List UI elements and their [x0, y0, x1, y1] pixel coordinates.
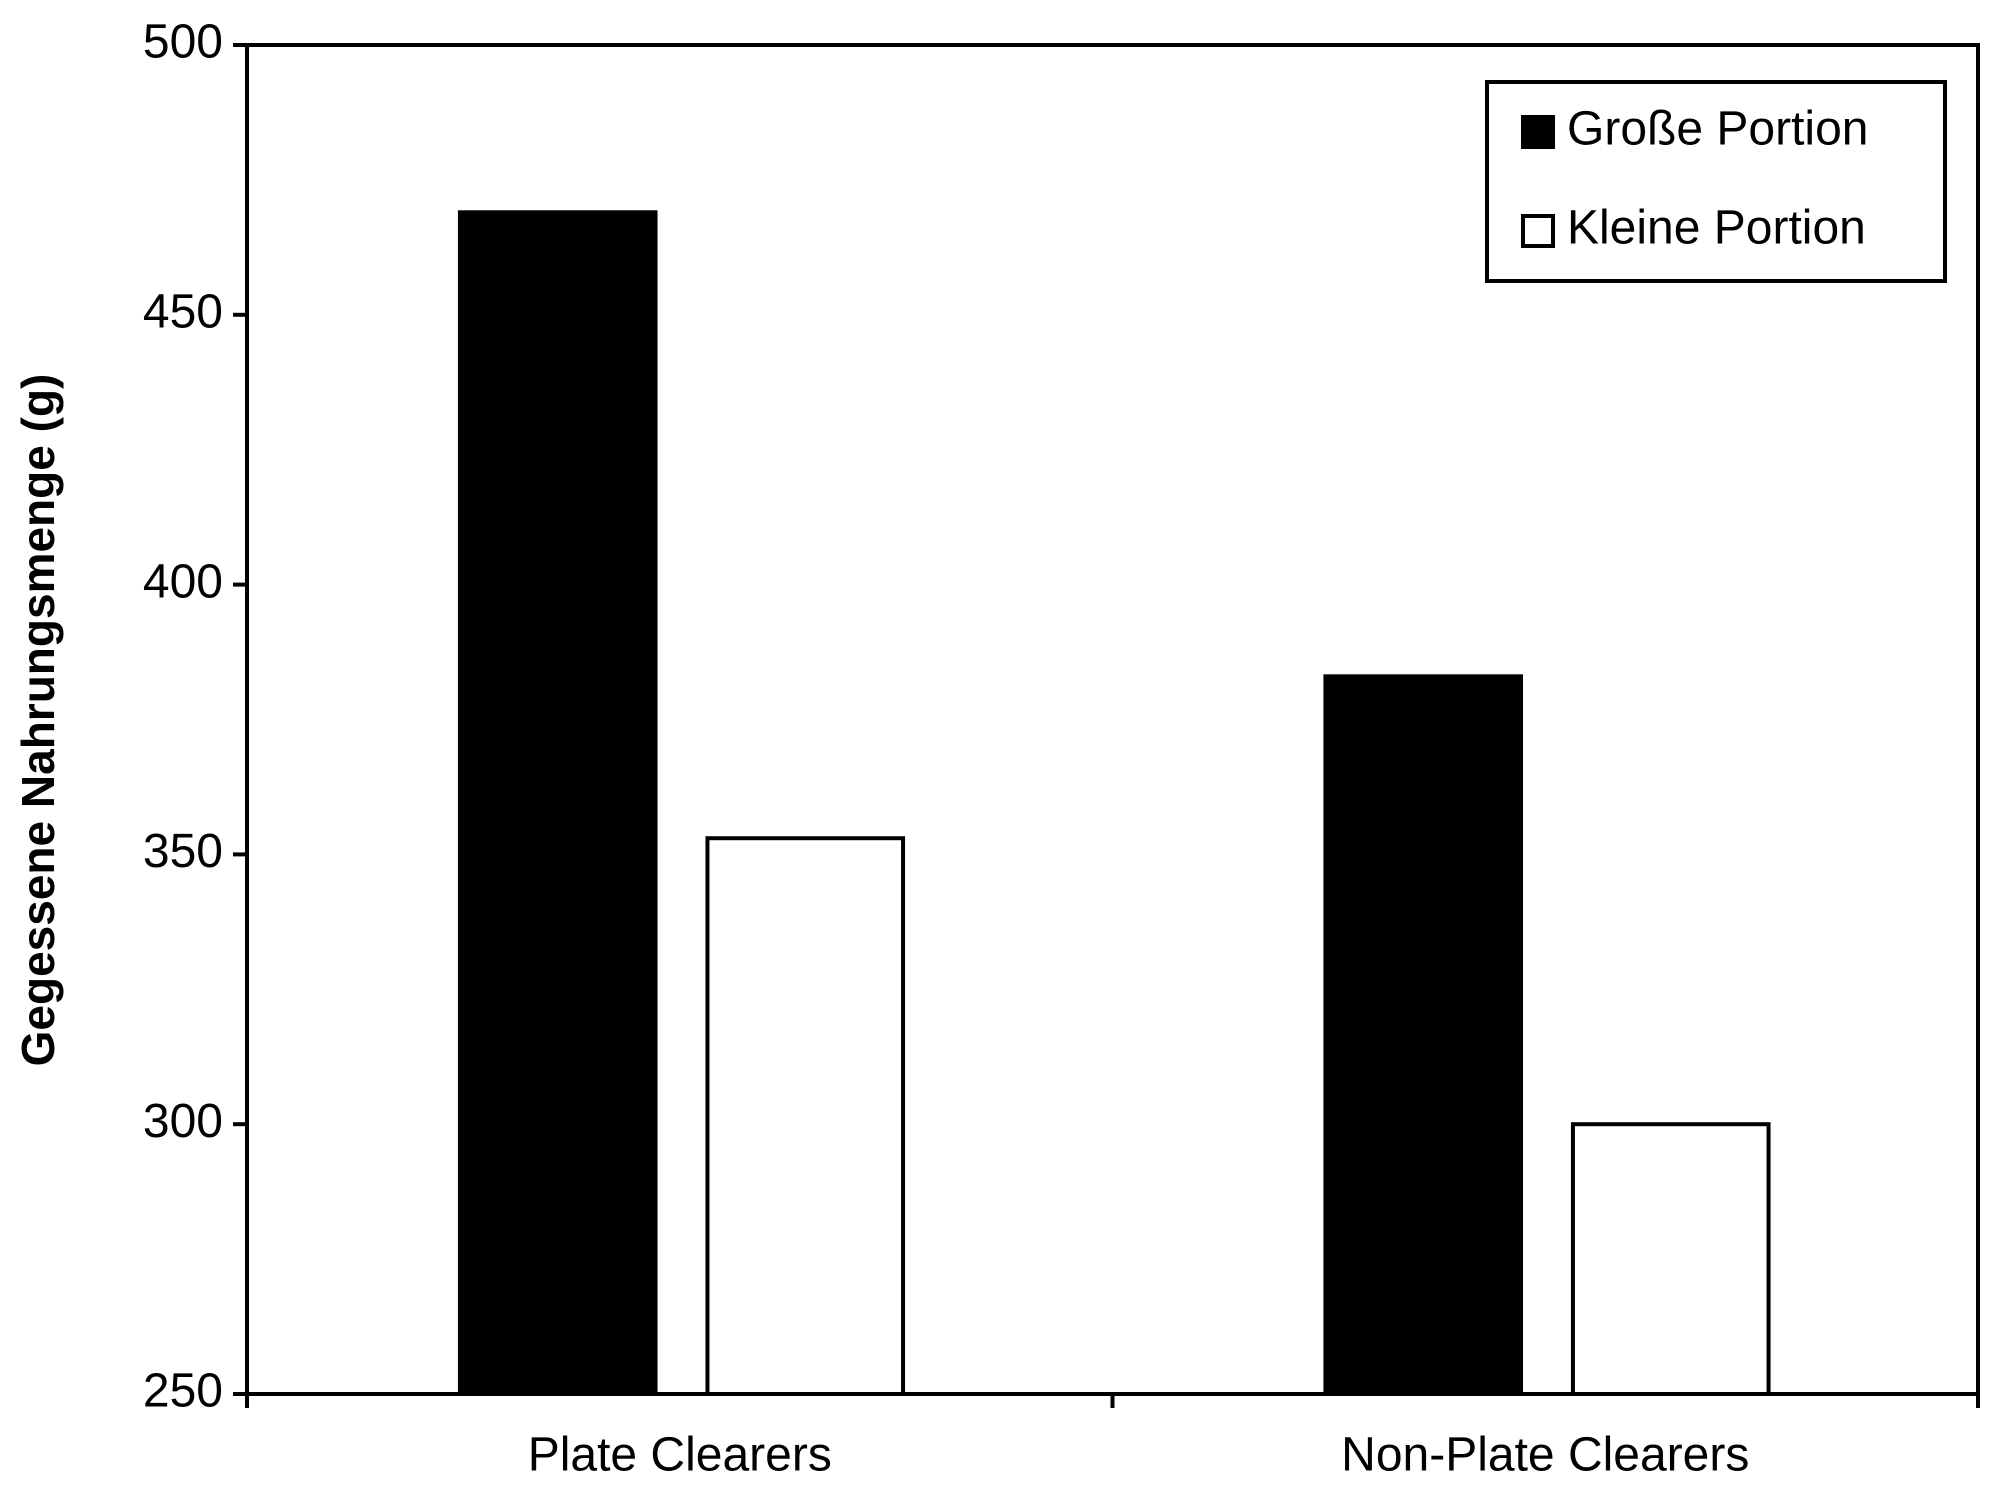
plot-frame — [245, 43, 1980, 1396]
y-tick-label: 400 — [143, 555, 223, 608]
bar — [457, 210, 658, 1396]
legend-swatch — [1521, 214, 1555, 248]
legend-label: Große Portion — [1567, 103, 1868, 156]
bar — [1323, 674, 1524, 1396]
bar — [1570, 1122, 1771, 1396]
legend-box — [1485, 80, 1947, 283]
x-tick-label: Plate Clearers — [528, 1429, 832, 1482]
y-tick-label: 500 — [143, 16, 223, 69]
bar — [705, 836, 906, 1396]
legend-swatch — [1521, 115, 1555, 149]
y-tick-label: 250 — [143, 1365, 223, 1418]
y-tick-label: 300 — [143, 1095, 223, 1148]
legend-label: Kleine Portion — [1567, 202, 1866, 255]
y-tick-label: 450 — [143, 285, 223, 338]
x-tick-label: Non-Plate Clearers — [1341, 1429, 1749, 1482]
y-axis-label: Gegessene Nahrungsmenge (g) — [12, 374, 64, 1067]
y-tick-label: 350 — [143, 825, 223, 878]
